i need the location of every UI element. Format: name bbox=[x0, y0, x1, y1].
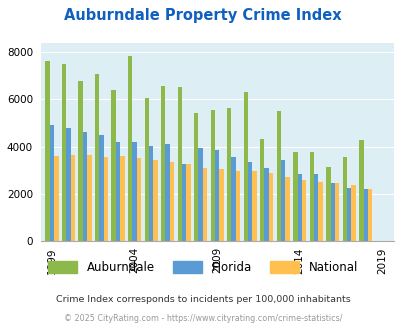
Bar bbox=[181, 164, 186, 241]
Bar bbox=[186, 164, 190, 241]
Bar bbox=[99, 135, 104, 241]
Bar bbox=[215, 150, 219, 241]
Bar bbox=[276, 111, 280, 241]
Bar bbox=[78, 81, 83, 241]
Bar bbox=[219, 169, 223, 241]
Bar bbox=[45, 61, 50, 241]
Bar bbox=[362, 189, 367, 241]
Bar bbox=[136, 158, 141, 241]
Text: Crime Index corresponds to incidents per 100,000 inhabitants: Crime Index corresponds to incidents per… bbox=[55, 295, 350, 304]
Bar bbox=[54, 155, 59, 241]
Bar bbox=[346, 188, 351, 241]
Bar bbox=[235, 171, 240, 241]
Bar bbox=[198, 148, 202, 241]
Bar bbox=[170, 162, 174, 241]
Text: © 2025 CityRating.com - https://www.cityrating.com/crime-statistics/: © 2025 CityRating.com - https://www.city… bbox=[64, 314, 341, 323]
Bar bbox=[301, 180, 306, 241]
Bar bbox=[111, 90, 116, 241]
Bar bbox=[330, 183, 334, 241]
Bar bbox=[334, 183, 339, 241]
Bar bbox=[292, 152, 297, 241]
Bar bbox=[243, 92, 247, 241]
Bar bbox=[132, 142, 136, 241]
Bar bbox=[247, 162, 252, 241]
Bar bbox=[194, 114, 198, 241]
Bar bbox=[367, 189, 371, 241]
Bar bbox=[128, 56, 132, 241]
Bar bbox=[50, 125, 54, 241]
Bar bbox=[351, 185, 355, 241]
Bar bbox=[71, 155, 75, 241]
Bar bbox=[259, 139, 264, 241]
Bar bbox=[252, 171, 256, 241]
Bar bbox=[87, 155, 92, 241]
Bar bbox=[95, 74, 99, 241]
Bar bbox=[66, 128, 71, 241]
Bar bbox=[226, 109, 231, 241]
Bar bbox=[144, 98, 149, 241]
Bar bbox=[177, 87, 181, 241]
Bar bbox=[210, 110, 215, 241]
Bar bbox=[149, 146, 153, 241]
Bar bbox=[116, 142, 120, 241]
Bar bbox=[358, 141, 362, 241]
Bar bbox=[104, 157, 108, 241]
Bar bbox=[264, 168, 268, 241]
Bar bbox=[280, 160, 285, 241]
Bar bbox=[285, 177, 289, 241]
Bar bbox=[202, 168, 207, 241]
Bar bbox=[297, 174, 301, 241]
Text: Auburndale Property Crime Index: Auburndale Property Crime Index bbox=[64, 8, 341, 23]
Bar bbox=[62, 64, 66, 241]
Bar bbox=[120, 156, 125, 241]
Bar bbox=[309, 152, 313, 241]
Bar bbox=[161, 86, 165, 241]
Bar bbox=[342, 156, 346, 241]
Bar bbox=[165, 144, 170, 241]
Bar bbox=[268, 174, 273, 241]
Bar bbox=[325, 167, 330, 241]
Legend: Auburndale, Florida, National: Auburndale, Florida, National bbox=[43, 256, 362, 279]
Bar bbox=[231, 156, 235, 241]
Bar bbox=[318, 182, 322, 241]
Bar bbox=[153, 160, 158, 241]
Bar bbox=[83, 132, 87, 241]
Bar bbox=[313, 175, 318, 241]
